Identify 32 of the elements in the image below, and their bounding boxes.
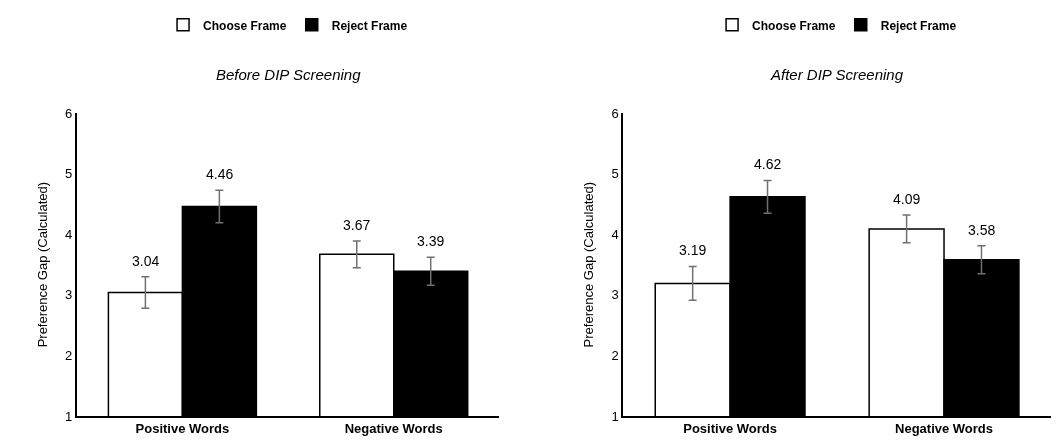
chart-title: After DIP Screening [770,66,904,83]
legend-label: Choose Frame [752,18,836,33]
data-label: 4.62 [754,156,782,172]
y-tick-label: 5 [65,166,73,182]
y-axis-title: Preference Gap (Calculated) [34,181,50,348]
y-tick-label: 4 [65,226,73,242]
y-tick-label: 1 [611,408,619,424]
legend-label: Reject Frame [880,18,957,33]
chart-title: Before DIP Screening [216,66,362,83]
data-label: 3.39 [417,233,445,249]
x-tick-label: Negative Words [344,421,443,437]
x-tick-label: Positive Words [135,421,230,437]
y-tick-label: 3 [65,287,73,303]
data-label: 4.46 [206,166,234,182]
y-tick-label: 2 [65,348,73,364]
y-tick-label: 4 [611,226,619,242]
data-label: 4.09 [893,191,921,207]
legend-label: Reject Frame [331,18,408,33]
y-axis-title: Preference Gap (Calculated) [581,181,596,348]
y-tick-label: 5 [611,166,619,182]
data-label: 3.04 [132,253,160,269]
y-tick-label: 1 [65,408,73,424]
legend-label: Choose Frame [203,18,287,33]
y-tick-label: 2 [611,348,619,364]
data-label: 3.67 [343,217,371,233]
x-tick-label: Negative Words [895,421,994,437]
y-tick-label: 6 [611,105,619,121]
data-label: 3.19 [679,242,707,258]
data-label: 3.58 [968,222,996,238]
x-tick-label: Positive Words [683,421,777,437]
y-tick-label: 3 [611,287,619,303]
y-tick-label: 6 [65,105,73,121]
